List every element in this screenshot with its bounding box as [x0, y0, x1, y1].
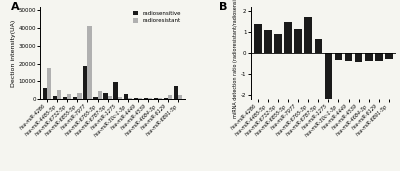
Y-axis label: Dection intensity(UA): Dection intensity(UA) [10, 19, 16, 87]
Bar [47, 68, 51, 99]
Bar [144, 98, 148, 99]
Bar [168, 95, 172, 99]
Bar [264, 30, 272, 53]
Text: A: A [11, 2, 20, 12]
Bar [375, 53, 383, 61]
Bar [178, 95, 182, 99]
Bar [73, 97, 77, 99]
Bar [154, 98, 158, 99]
Bar [355, 53, 362, 62]
Bar [304, 17, 312, 53]
Bar [274, 34, 282, 53]
Bar [314, 39, 322, 53]
Bar [325, 53, 332, 147]
Bar [114, 82, 118, 99]
Bar [128, 98, 132, 99]
Bar [118, 96, 122, 99]
Bar [77, 94, 82, 99]
Bar [63, 97, 67, 99]
Bar [158, 98, 162, 99]
Legend: radiosensitive, radioresistant: radiosensitive, radioresistant [132, 10, 182, 24]
Bar [138, 98, 142, 99]
Bar [53, 96, 57, 99]
Bar [134, 98, 138, 99]
Bar [43, 88, 47, 99]
Bar [103, 94, 108, 99]
Bar [67, 94, 72, 99]
Text: B: B [219, 2, 227, 12]
Bar [83, 66, 88, 99]
Bar [148, 98, 152, 99]
Bar [108, 96, 112, 99]
Bar [57, 90, 61, 99]
Bar [294, 29, 302, 53]
Bar [335, 53, 342, 60]
Bar [88, 26, 92, 99]
Bar [164, 98, 168, 99]
Bar [98, 91, 102, 99]
Bar [365, 53, 372, 61]
Y-axis label: miRNA detection ratio (radioresistant/radiosensitive): miRNA detection ratio (radioresistant/ra… [233, 0, 238, 118]
Bar [93, 97, 98, 99]
Bar [124, 94, 128, 99]
Bar [345, 53, 352, 61]
Bar [254, 24, 262, 53]
Bar [174, 86, 178, 99]
Bar [385, 53, 393, 59]
Bar [284, 22, 292, 53]
